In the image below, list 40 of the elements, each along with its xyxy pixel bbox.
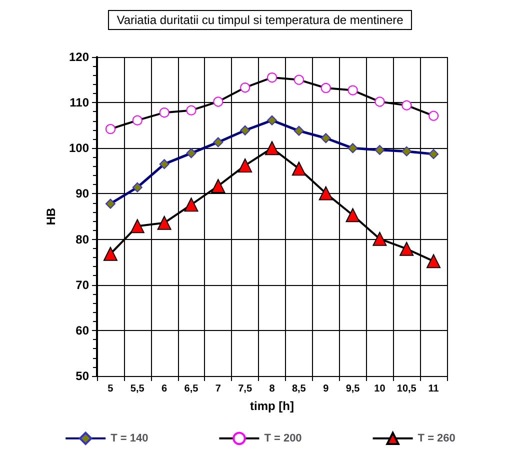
point (346, 208, 360, 222)
y-tick-label: 110 (70, 96, 90, 110)
y-tick-label: 50 (76, 369, 90, 383)
x-tick-label: 6 (162, 384, 168, 394)
y-tick-label: 70 (76, 278, 90, 292)
x-tick-label: 7,5 (238, 384, 252, 394)
y-tick-label: 120 (68, 50, 90, 64)
point (103, 246, 118, 261)
x-tick-label: 8,5 (292, 384, 306, 394)
chart-title: Variatia duritatii cu timpul si temperatura de mentinere (116, 13, 404, 27)
x-tick-label: 9,5 (346, 384, 360, 394)
x-tick-label: 9 (323, 384, 330, 394)
legend-label: T = 200 (264, 432, 302, 444)
point (318, 186, 333, 200)
x-tick-label: 10 (374, 384, 386, 394)
y-axis-title: HB (44, 208, 58, 226)
x-tick-label: 7 (215, 384, 222, 394)
point (157, 216, 172, 230)
y-tick-label: 60 (76, 323, 90, 338)
x-tick-label: 5 (108, 384, 114, 394)
x-axis-title: timp [h] (250, 399, 294, 413)
point (184, 198, 198, 212)
point (400, 242, 414, 256)
legend-label: T = 260 (418, 432, 456, 444)
point (130, 219, 144, 234)
legend-label: T = 140 (110, 432, 148, 444)
y-tick-label: 80 (76, 232, 90, 246)
x-tick-label: 6,5 (184, 384, 199, 394)
point (292, 162, 306, 176)
y-tick-label: 100 (68, 141, 90, 156)
x-tick-label: 11 (428, 384, 440, 394)
point (372, 232, 387, 246)
point (426, 254, 441, 268)
x-tick-label: 10,5 (396, 384, 417, 394)
point (265, 141, 279, 156)
point (211, 178, 226, 193)
y-tick-label: 90 (76, 186, 90, 201)
x-tick-label: 5,5 (130, 384, 145, 394)
x-tick-label: 8 (269, 384, 276, 394)
point (238, 158, 252, 172)
